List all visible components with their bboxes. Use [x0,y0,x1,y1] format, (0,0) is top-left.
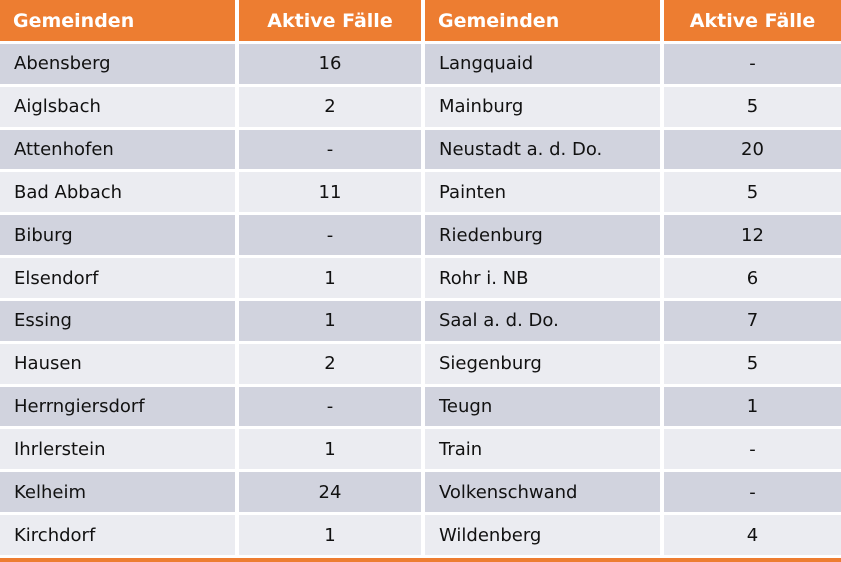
gemeinde-name-cell: Volkenschwand [425,472,660,513]
active-cases-cell: 2 [239,343,421,384]
active-cases-cell: - [239,215,421,256]
gemeinde-name-cell: Teugn [425,386,660,427]
gemeinde-name-cell: Siegenburg [425,343,660,384]
gemeinde-name-cell: Essing [0,300,235,341]
active-cases-cell: - [239,386,421,427]
next-section-header-edge [0,557,841,562]
column-header-aktive-faelle: Aktive Fälle [239,0,421,41]
active-cases-cell: 16 [239,44,421,84]
active-cases-cell: - [664,472,841,513]
active-cases-cell: 12 [664,215,841,256]
active-cases-cell: 1 [239,258,421,298]
active-cases-cell: 20 [664,129,841,170]
gemeinde-name-cell: Riedenburg [425,215,660,256]
gemeinde-name-cell: Train [425,429,660,470]
gemeinde-name-cell: Aiglsbach [0,86,235,127]
gemeinde-name-cell: Rohr i. NB [425,258,660,298]
active-cases-cell: - [664,44,841,84]
active-cases-cell: 5 [664,343,841,384]
active-cases-cell: - [239,129,421,170]
gemeinde-name-cell: Painten [425,172,660,213]
active-cases-cell: - [664,429,841,470]
active-cases-cell: 24 [239,472,421,513]
gemeinde-name-cell: Ihrlerstein [0,429,235,470]
gemeinde-name-cell: Abensberg [0,44,235,84]
active-cases-cell: 7 [664,300,841,341]
active-cases-cell: 1 [664,386,841,427]
column-header-gemeinden: Gemeinden [0,0,235,41]
gemeinde-name-cell: Mainburg [425,86,660,127]
active-cases-cell: 5 [664,86,841,127]
gemeinde-name-cell: Saal a. d. Do. [425,300,660,341]
gemeinde-name-cell: Herrngiersdorf [0,386,235,427]
active-cases-cell: 1 [239,429,421,470]
gemeinde-name-cell: Bad Abbach [0,172,235,213]
gemeinde-name-cell: Kelheim [0,472,235,513]
active-cases-cell: 4 [664,515,841,555]
active-cases-cell: 5 [664,172,841,213]
active-cases-cell: 11 [239,172,421,213]
gemeinde-name-cell: Kirchdorf [0,515,235,555]
column-header-gemeinden: Gemeinden [425,0,660,41]
active-cases-cell: 6 [664,258,841,298]
active-cases-cell: 1 [239,515,421,555]
gemeinde-name-cell: Hausen [0,343,235,384]
gemeinde-name-cell: Neustadt a. d. Do. [425,129,660,170]
gemeinde-name-cell: Attenhofen [0,129,235,170]
gemeinde-name-cell: Langquaid [425,44,660,84]
column-header-aktive-faelle: Aktive Fälle [664,0,841,41]
gemeinde-name-cell: Wildenberg [425,515,660,555]
active-cases-cell: 2 [239,86,421,127]
gemeinde-name-cell: Biburg [0,215,235,256]
active-cases-cell: 1 [239,300,421,341]
gemeinde-name-cell: Elsendorf [0,258,235,298]
